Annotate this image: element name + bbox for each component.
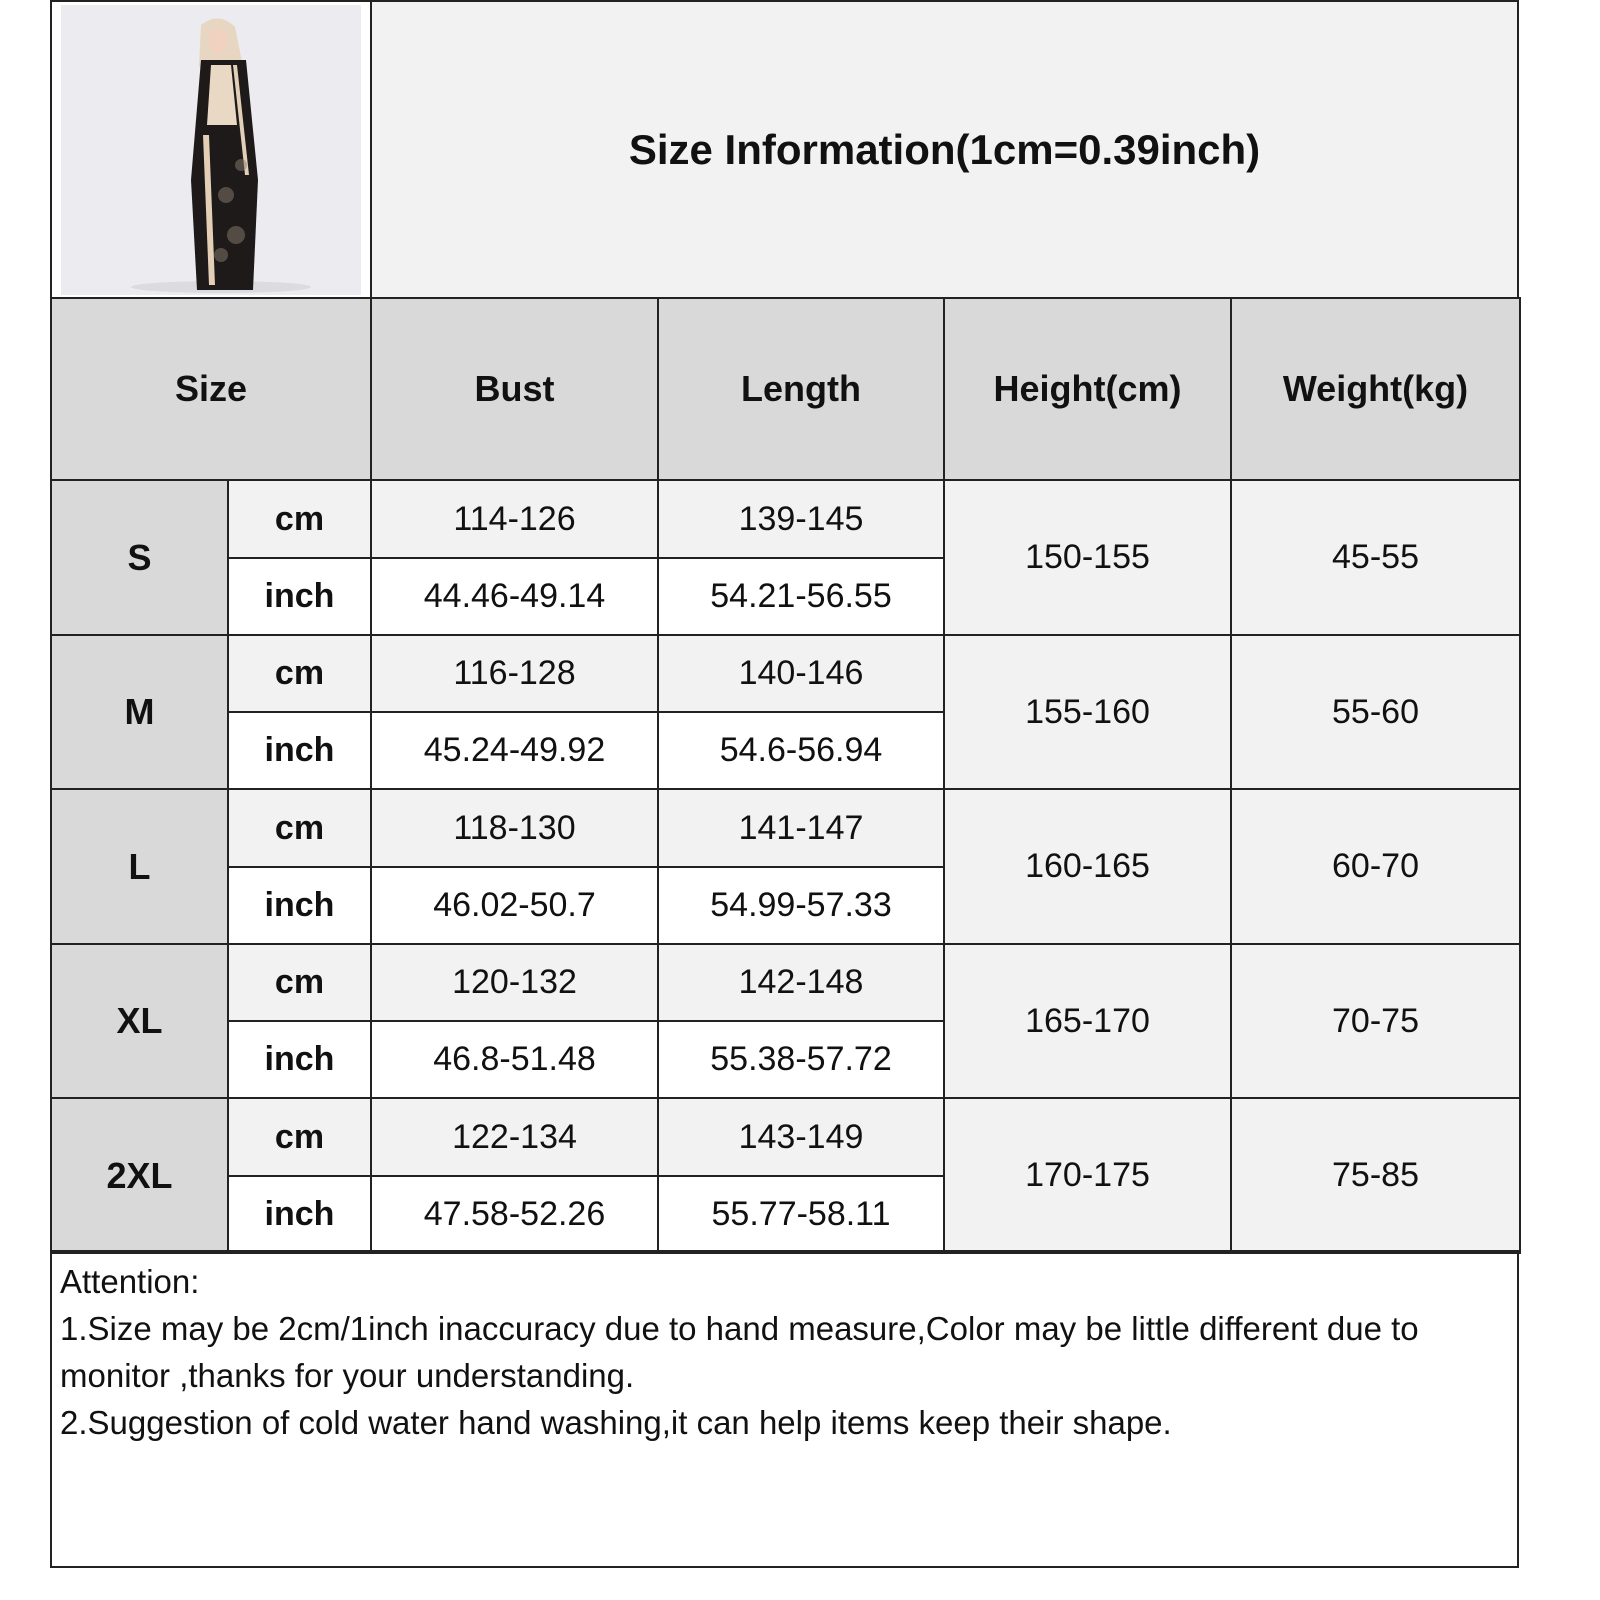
length-inch: 55.38-57.72 (657, 1020, 945, 1099)
unit-cm: cm (227, 943, 372, 1022)
unit-inch: inch (227, 1020, 372, 1099)
height-range: 165-170 (943, 943, 1232, 1099)
header-height: Height(cm) (943, 297, 1232, 481)
length-cm: 141-147 (657, 788, 945, 868)
size-label: XL (50, 943, 229, 1099)
bust-inch: 46.8-51.48 (370, 1020, 659, 1099)
length-cm: 142-148 (657, 943, 945, 1022)
unit-cm: cm (227, 479, 372, 559)
unit-inch: inch (227, 866, 372, 945)
height-range: 160-165 (943, 788, 1232, 945)
model-abaya-image (61, 4, 361, 295)
size-label: 2XL (50, 1097, 229, 1254)
bust-inch: 46.02-50.7 (370, 866, 659, 945)
bust-inch: 45.24-49.92 (370, 711, 659, 790)
weight-range: 70-75 (1230, 943, 1521, 1099)
height-range: 170-175 (943, 1097, 1232, 1254)
attention-note: Attention: 1.Size may be 2cm/1inch inacc… (50, 1250, 1519, 1568)
length-inch: 54.6-56.94 (657, 711, 945, 790)
unit-cm: cm (227, 788, 372, 868)
weight-range: 45-55 (1230, 479, 1521, 636)
unit-inch: inch (227, 711, 372, 790)
length-cm: 140-146 (657, 634, 945, 713)
attention-line-1: 1.Size may be 2cm/1inch inaccuracy due t… (60, 1310, 1419, 1394)
length-inch: 54.99-57.33 (657, 866, 945, 945)
bust-cm: 120-132 (370, 943, 659, 1022)
unit-inch: inch (227, 557, 372, 636)
length-cm: 139-145 (657, 479, 945, 559)
weight-range: 60-70 (1230, 788, 1521, 945)
bust-cm: 122-134 (370, 1097, 659, 1177)
attention-line-2: 2.Suggestion of cold water hand washing,… (60, 1404, 1172, 1441)
height-range: 150-155 (943, 479, 1232, 636)
unit-inch: inch (227, 1175, 372, 1254)
header-weight: Weight(kg) (1230, 297, 1521, 481)
header-size: Size (50, 297, 372, 481)
bust-cm: 118-130 (370, 788, 659, 868)
bust-inch: 47.58-52.26 (370, 1175, 659, 1254)
bust-cm: 116-128 (370, 634, 659, 713)
attention-heading: Attention: (60, 1263, 200, 1300)
header-length: Length (657, 297, 945, 481)
weight-range: 75-85 (1230, 1097, 1521, 1254)
bust-inch: 44.46-49.14 (370, 557, 659, 636)
length-inch: 55.77-58.11 (657, 1175, 945, 1254)
unit-cm: cm (227, 634, 372, 713)
size-label: L (50, 788, 229, 945)
bust-cm: 114-126 (370, 479, 659, 559)
length-inch: 54.21-56.55 (657, 557, 945, 636)
unit-cm: cm (227, 1097, 372, 1177)
weight-range: 55-60 (1230, 634, 1521, 790)
header-bust: Bust (370, 297, 659, 481)
height-range: 155-160 (943, 634, 1232, 790)
size-label: M (50, 634, 229, 790)
size-label: S (50, 479, 229, 636)
length-cm: 143-149 (657, 1097, 945, 1177)
product-photo (50, 0, 372, 299)
page-title: Size Information(1cm=0.39inch) (370, 0, 1519, 299)
